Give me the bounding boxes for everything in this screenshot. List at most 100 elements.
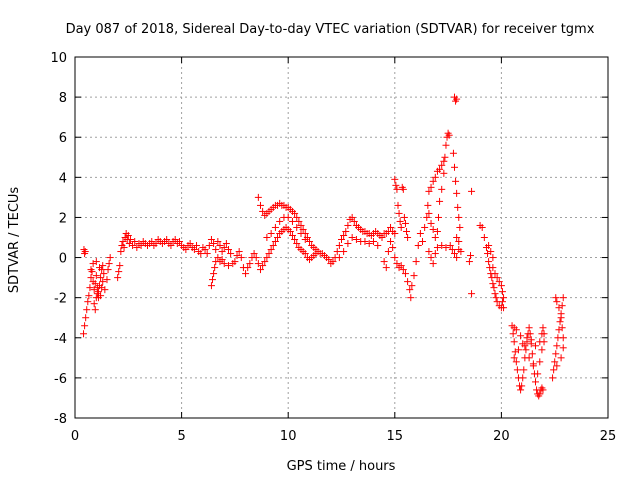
data-point bbox=[335, 242, 343, 250]
data-point bbox=[84, 298, 92, 306]
data-point bbox=[325, 256, 333, 264]
data-point bbox=[350, 217, 358, 225]
data-point bbox=[380, 258, 388, 266]
data-point bbox=[498, 298, 506, 306]
data-point bbox=[528, 350, 536, 358]
data-point bbox=[529, 362, 537, 370]
data-point bbox=[512, 326, 520, 334]
data-point bbox=[412, 258, 420, 266]
data-point bbox=[267, 229, 275, 237]
data-point bbox=[190, 246, 198, 254]
data-point bbox=[433, 227, 441, 235]
data-point bbox=[491, 290, 499, 298]
data-point bbox=[500, 294, 508, 302]
data-point bbox=[392, 181, 400, 189]
x-tick-label: 5 bbox=[177, 429, 185, 444]
data-point bbox=[436, 197, 444, 205]
data-point bbox=[406, 286, 414, 294]
data-point bbox=[97, 274, 105, 282]
data-point bbox=[93, 290, 101, 298]
x-axis-label: GPS time / hours bbox=[287, 459, 396, 474]
y-tick-label: 6 bbox=[59, 131, 67, 146]
data-point bbox=[438, 185, 446, 193]
data-point bbox=[152, 240, 160, 248]
data-point bbox=[436, 165, 444, 173]
data-point bbox=[369, 238, 377, 246]
data-point bbox=[235, 248, 243, 256]
data-point bbox=[211, 264, 219, 272]
data-point bbox=[86, 284, 94, 292]
data-point bbox=[90, 300, 98, 308]
data-point bbox=[171, 236, 179, 244]
y-tick-label: -4 bbox=[54, 332, 67, 347]
data-point bbox=[427, 183, 435, 191]
data-point bbox=[493, 274, 501, 282]
data-point bbox=[81, 322, 89, 330]
data-point bbox=[527, 336, 535, 344]
data-point bbox=[306, 238, 314, 246]
data-point bbox=[453, 234, 461, 241]
data-point bbox=[299, 225, 307, 233]
data-point bbox=[403, 227, 411, 235]
data-point bbox=[124, 231, 132, 239]
data-point bbox=[335, 254, 343, 262]
data-point bbox=[250, 250, 258, 258]
data-point bbox=[512, 358, 520, 366]
data-point bbox=[453, 189, 461, 197]
data-point bbox=[520, 366, 528, 374]
data-point bbox=[99, 278, 107, 286]
data-point bbox=[133, 244, 141, 252]
data-point bbox=[85, 292, 93, 300]
data-point bbox=[423, 213, 431, 221]
data-point bbox=[522, 346, 530, 354]
data-point bbox=[220, 244, 228, 252]
data-point bbox=[291, 236, 299, 244]
data-point bbox=[117, 248, 125, 256]
data-point bbox=[495, 278, 503, 286]
data-point bbox=[87, 274, 95, 282]
data-point bbox=[410, 272, 418, 280]
data-point bbox=[523, 334, 531, 342]
data-point bbox=[429, 177, 437, 185]
data-point bbox=[534, 370, 542, 378]
data-point bbox=[489, 280, 497, 288]
y-tick-label: -2 bbox=[54, 292, 67, 307]
data-point bbox=[126, 236, 134, 244]
data-point bbox=[500, 304, 508, 312]
data-point bbox=[348, 213, 356, 221]
data-point bbox=[440, 157, 448, 165]
data-point bbox=[490, 284, 498, 292]
data-point bbox=[225, 246, 233, 254]
data-point bbox=[550, 366, 558, 374]
data-point bbox=[427, 254, 435, 262]
chart-title: Day 087 of 2018, Sidereal Day-to-day VTE… bbox=[66, 22, 595, 37]
data-point bbox=[186, 240, 194, 248]
data-point bbox=[521, 342, 529, 350]
data-point bbox=[485, 242, 493, 250]
data-point bbox=[536, 390, 544, 398]
data-point bbox=[401, 219, 409, 227]
data-point bbox=[394, 201, 402, 209]
data-point bbox=[445, 131, 453, 139]
data-point bbox=[433, 244, 441, 252]
data-point bbox=[429, 260, 437, 268]
data-point bbox=[400, 213, 408, 221]
data-point bbox=[465, 258, 473, 266]
data-point bbox=[468, 290, 476, 298]
data-point bbox=[244, 264, 252, 272]
data-point bbox=[114, 274, 122, 282]
data-point bbox=[340, 231, 348, 239]
data-point bbox=[91, 306, 99, 314]
data-point bbox=[100, 270, 108, 278]
data-point bbox=[416, 229, 424, 237]
data-point bbox=[182, 246, 190, 254]
data-point bbox=[210, 270, 218, 278]
data-point bbox=[498, 288, 506, 296]
data-point bbox=[539, 324, 547, 332]
data-point bbox=[216, 242, 224, 250]
data-point bbox=[271, 238, 279, 246]
data-point bbox=[301, 250, 309, 258]
data-point bbox=[414, 242, 422, 250]
data-point bbox=[419, 238, 427, 246]
data-point bbox=[286, 227, 294, 235]
